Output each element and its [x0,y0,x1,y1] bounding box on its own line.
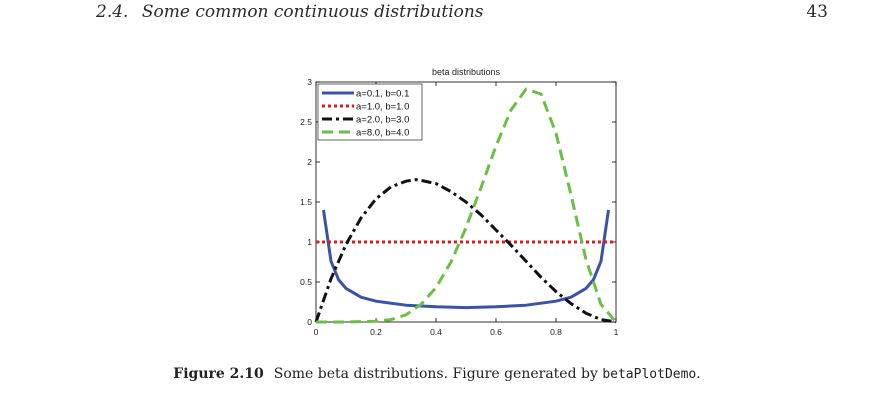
figure-caption: Figure 2.10 Some beta distributions. Figu… [0,366,874,382]
section-title: Some common continuous distributions [141,2,484,22]
y-tick-label: 2 [307,157,312,167]
y-tick-label: 1.5 [300,197,312,207]
y-tick-label: 1 [307,237,312,247]
legend: a=0.1, b=0.1 a=1.0, b=1.0 a=2.0, b=3.0 a=8.… [317,83,423,141]
section-number: 2.4. [96,2,129,22]
series-line-4 [316,87,618,324]
legend-label: a=2.0, b=3.0 [356,115,409,126]
caption-text: Some beta distributions. Figure generate… [273,366,603,382]
page-number: 43 [806,2,828,22]
caption-code: betaPlotDemo [602,367,697,382]
x-tick-label: 0.8 [550,327,562,337]
x-tick-label: 0.6 [490,327,502,337]
x-tick-label: 0 [314,327,319,337]
x-tick-label: 1 [614,327,619,337]
caption-end: . [696,366,701,382]
x-tick-label: 0.4 [430,327,442,337]
caption-label: Figure 2.10 [173,366,264,382]
beta-distributions-figure: beta distributions 0 0.2 0.4 0.6 0.8 1 0 0.5 1 1.… [300,67,619,337]
running-head: 2.4. Some common continuous distribution… [96,2,484,22]
series-line-1 [322,209,610,310]
y-tick-label: 0.5 [300,277,312,287]
legend-label: a=8.0, b=4.0 [356,128,409,139]
y-tick-label: 3 [307,77,312,87]
chart-title: beta distributions [432,67,501,77]
x-tick-label: 0.2 [370,327,382,337]
legend-label: a=0.1, b=0.1 [356,89,409,100]
legend-label: a=1.0, b=1.0 [356,102,409,113]
y-tick-label: 0 [307,317,312,327]
y-tick-label: 2.5 [300,117,312,127]
